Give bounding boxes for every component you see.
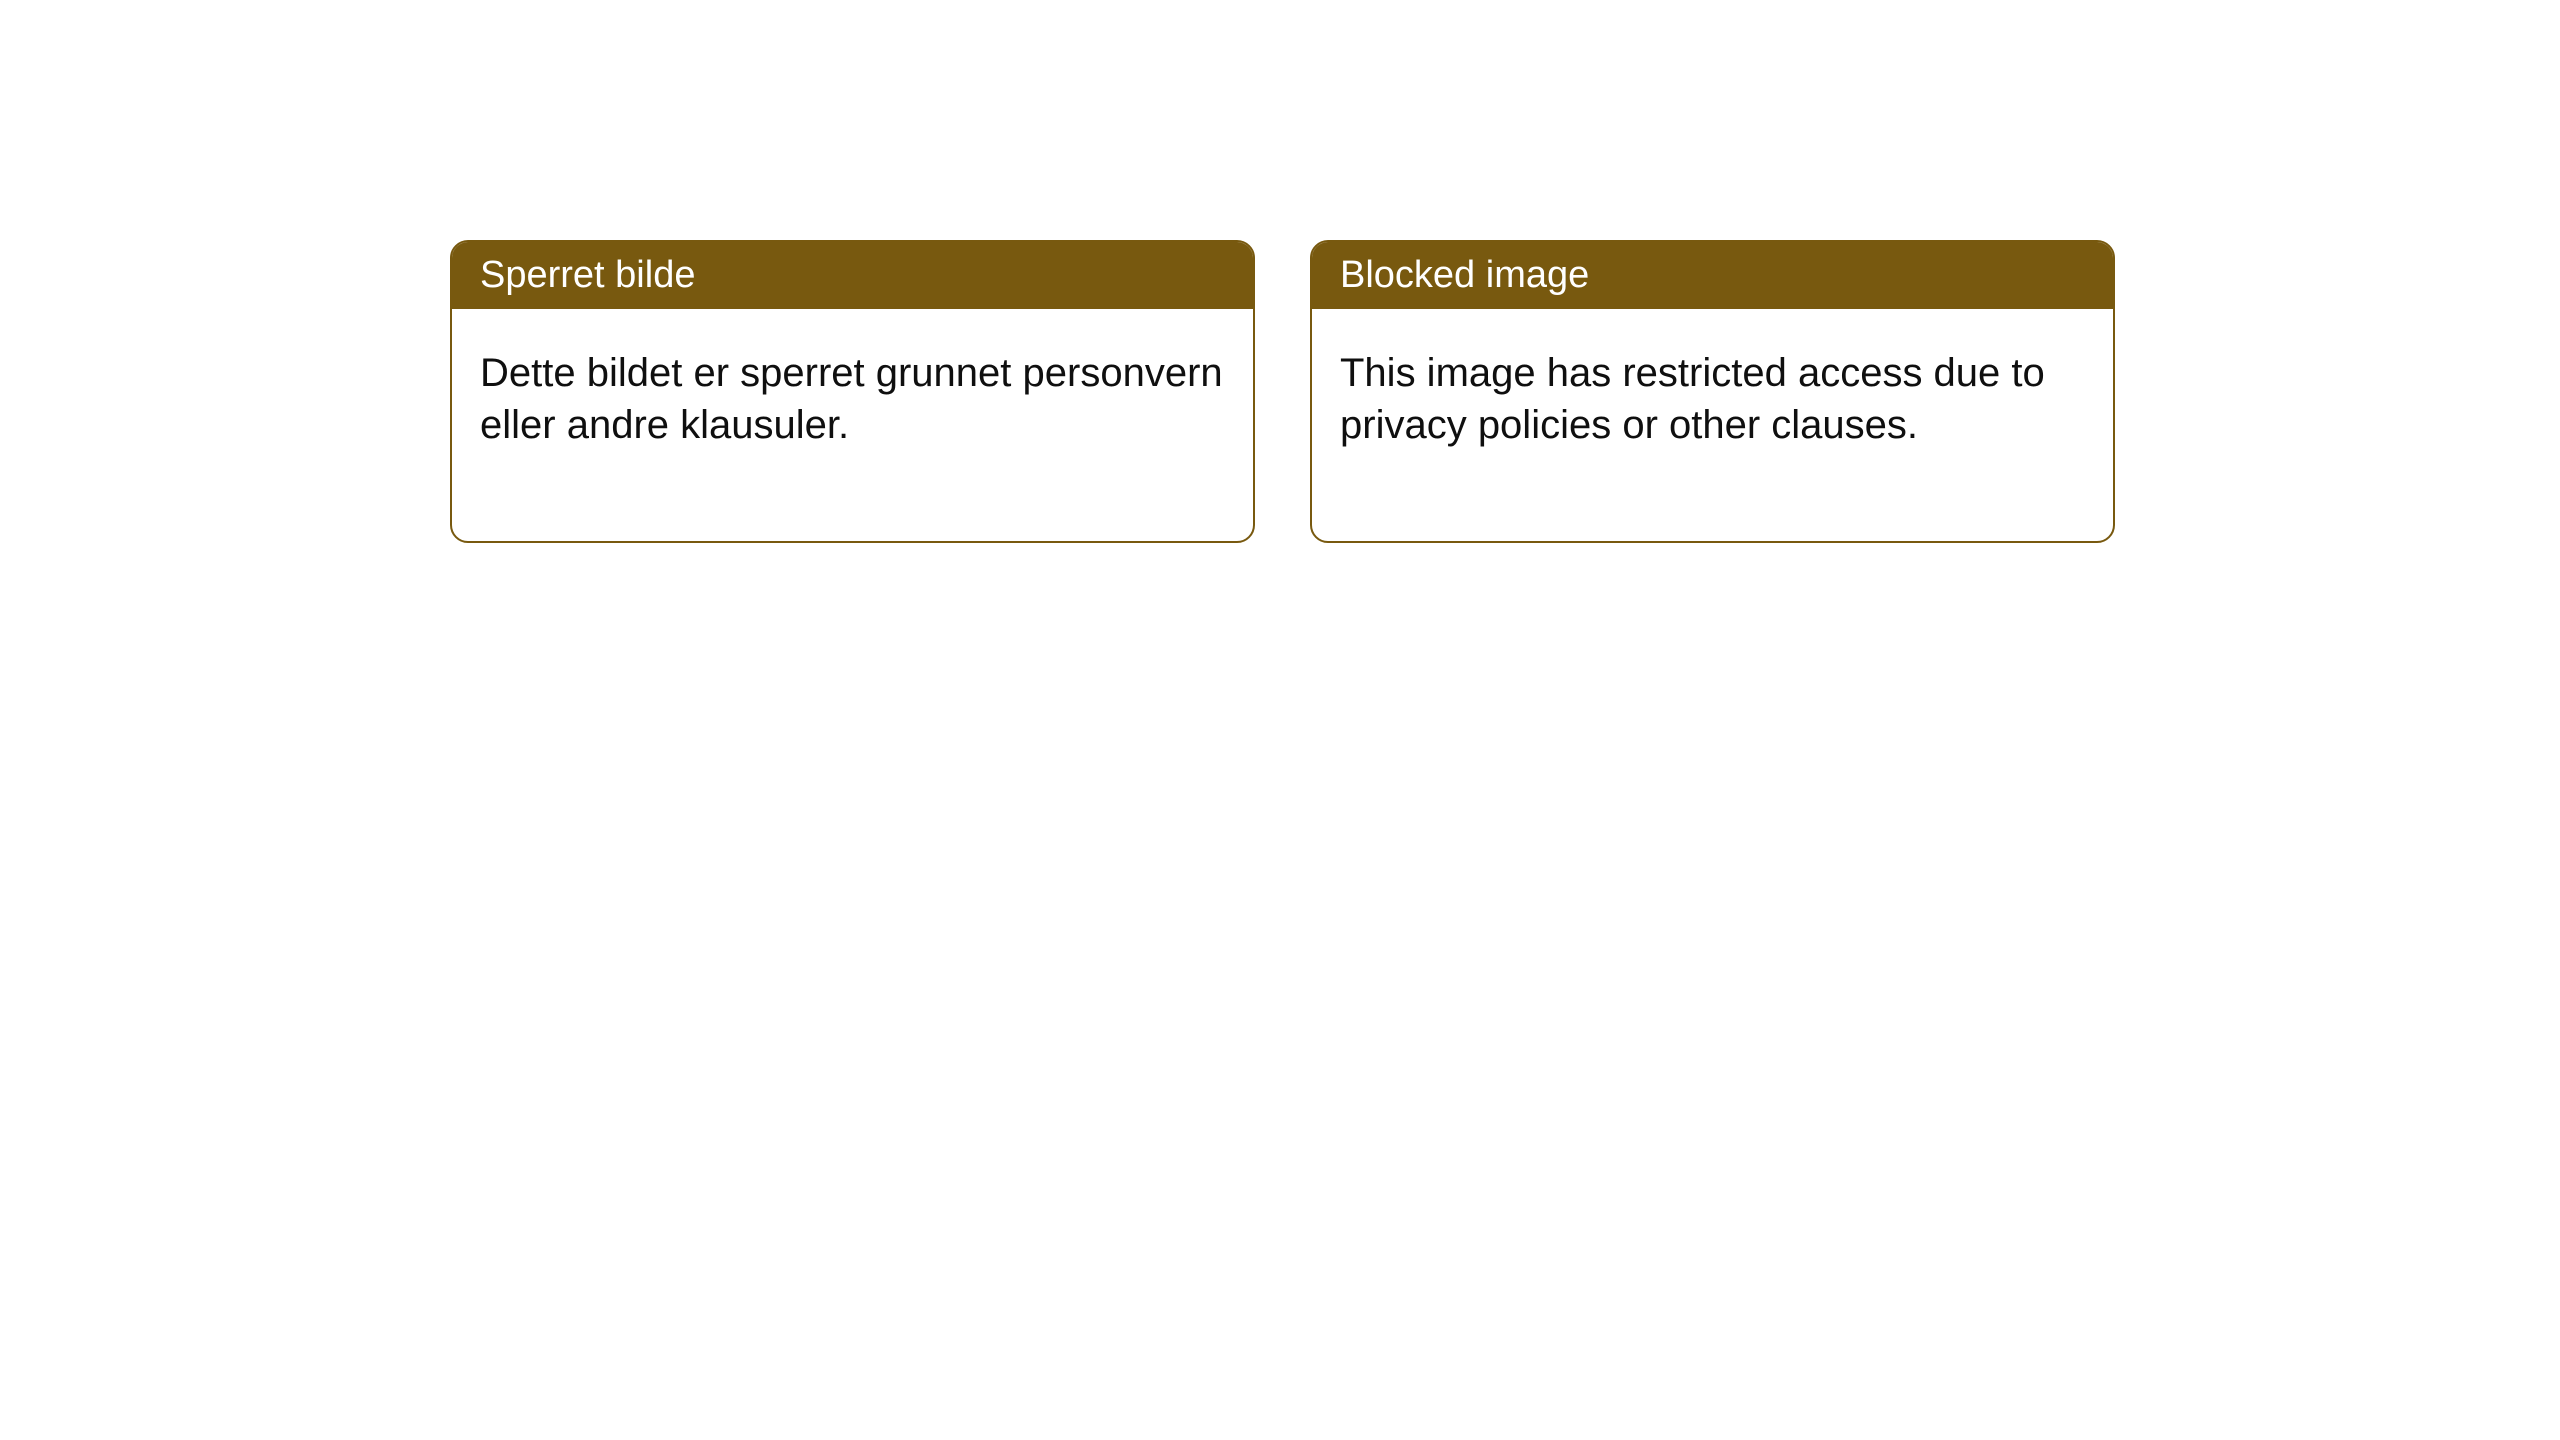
notice-card-title: Sperret bilde (452, 242, 1253, 309)
notice-card-en: Blocked image This image has restricted … (1310, 240, 2115, 543)
notice-card-body: Dette bildet er sperret grunnet personve… (452, 309, 1253, 541)
notice-card-body: This image has restricted access due to … (1312, 309, 2113, 541)
notice-card-no: Sperret bilde Dette bildet er sperret gr… (450, 240, 1255, 543)
notice-container: Sperret bilde Dette bildet er sperret gr… (0, 0, 2560, 543)
notice-card-title: Blocked image (1312, 242, 2113, 309)
